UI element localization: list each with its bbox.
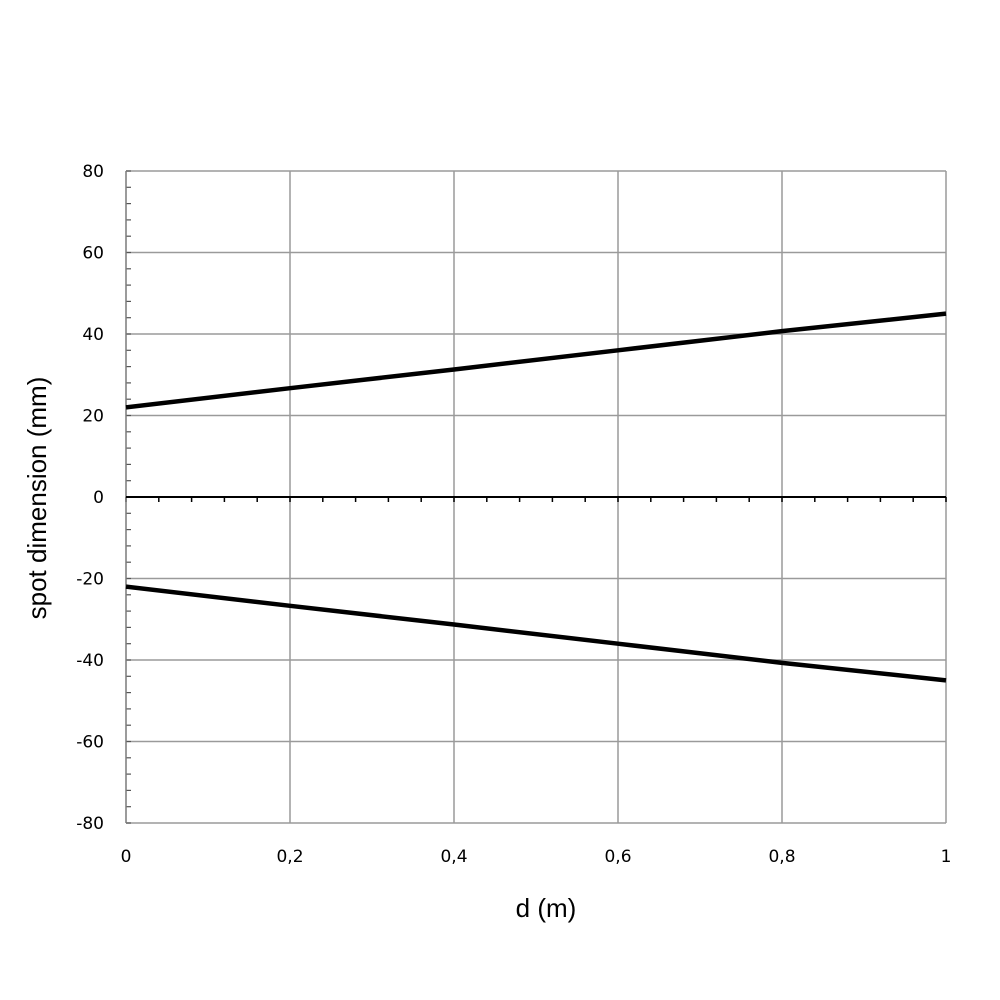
series-line-2 <box>125 584 947 683</box>
x-axis-title: d (m) <box>516 893 577 923</box>
y-tick-label: 40 <box>82 325 104 345</box>
y-tick-label: -40 <box>76 651 104 671</box>
x-tick-label: 0 <box>121 847 132 867</box>
y-tick-label: -20 <box>76 570 104 590</box>
x-tick-label: 0,4 <box>440 847 467 867</box>
y-axis-title: spot dimension (mm) <box>22 377 52 620</box>
y-tick-label: 80 <box>82 162 104 182</box>
x-tick-label: 0,2 <box>276 847 303 867</box>
y-tick-label: -80 <box>76 814 104 834</box>
y-tick-label: 60 <box>82 244 104 264</box>
x-tick-label: 1 <box>941 847 952 867</box>
y-tick-label: 0 <box>93 488 104 508</box>
axes <box>125 171 946 823</box>
x-tick-labels: 0 0,2 0,4 0,6 0,8 1 <box>121 847 952 867</box>
x-tick-label: 0,6 <box>604 847 631 867</box>
x-tick-label: 0,8 <box>768 847 795 867</box>
y-tick-label: -60 <box>76 733 104 753</box>
y-tick-label: 20 <box>82 407 104 427</box>
series <box>125 311 947 683</box>
y-tick-labels: 80 60 40 20 0 -20 -40 -60 -80 <box>76 162 104 834</box>
series-line-1 <box>125 311 947 410</box>
